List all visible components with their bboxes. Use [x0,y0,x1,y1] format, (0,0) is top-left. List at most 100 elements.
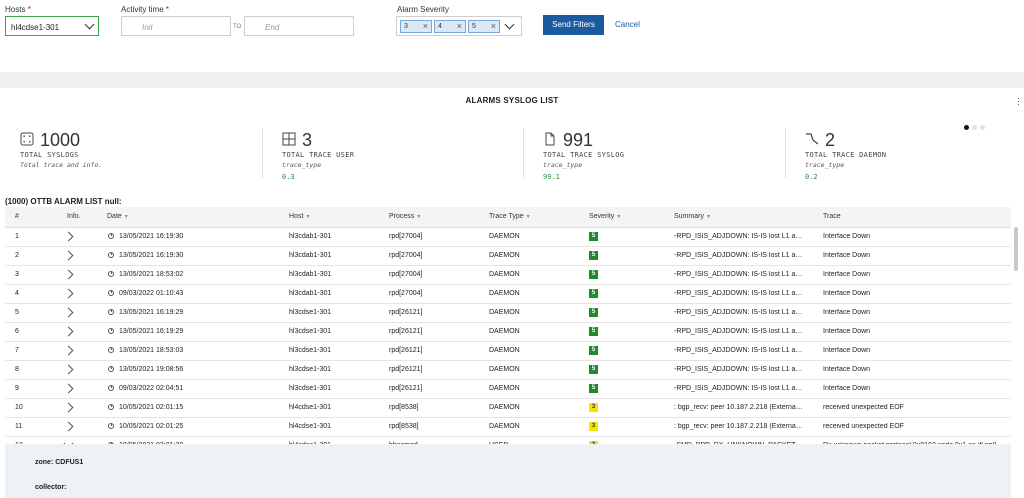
chevron-right-icon[interactable] [63,383,74,394]
column-header-host[interactable]: Host ▾ [289,213,310,220]
frame-icon [20,132,34,146]
cell-process: rpd[26121] [389,366,423,373]
table-row[interactable]: 5 13/05/2021 16:19:29 hl3cdse1-301 rpd[2612… [5,304,1011,323]
close-icon[interactable]: × [456,21,462,31]
chevron-right-icon[interactable] [63,307,74,318]
alarm-severity-select[interactable]: 3 × 4 × 5 × [396,16,522,36]
cell-num: 5 [15,309,19,316]
clock-icon [108,347,114,353]
cell-trace: Interface Down [823,271,871,278]
end-date-input[interactable]: End [244,16,354,36]
cell-process: rpd[27004] [389,290,423,297]
table-header: # Info. Date ▾ Host ▾ Process ▾ Trace Type ▾… [5,207,1011,228]
cell-trace-type: DAEMON [489,271,520,278]
chevron-right-icon[interactable] [63,250,74,261]
init-date-input[interactable]: Init [121,16,231,36]
cell-process: rpd[26121] [389,309,423,316]
cell-date: 13/05/2021 19:08:56 [119,366,184,373]
cell-trace-type: DAEMON [489,233,520,240]
chevron-right-icon[interactable] [63,326,74,337]
cell-process: rpd[27004] [389,252,423,259]
cell-host: hl3cdse1-301 [289,328,332,335]
severity-badge: 5 [589,308,598,317]
table-row[interactable]: 3 13/05/2021 18:53:02 hl3cdab1-301 rpd[2700… [5,266,1011,285]
cell-date: 13/05/2021 18:53:03 [119,347,184,354]
filter-bar: Hosts * hl4cdse1-301 Activity time * Ini… [0,0,1024,72]
close-icon[interactable]: × [490,21,496,31]
cell-host: hl4cdse1-301 [289,423,332,430]
clock-icon [108,423,114,429]
chevron-right-icon[interactable] [63,269,74,280]
stat-value: 991 [563,130,594,150]
detail-zone: zone: CDFUS1 [35,459,84,466]
kebab-menu-icon[interactable]: · · · [1017,93,1020,109]
cell-trace-type: DAEMON [489,404,520,411]
column-header-process[interactable]: Process ▾ [389,213,421,220]
clock-icon [108,404,114,410]
table-row[interactable]: 6 13/05/2021 16:19:29 hl3cdse1-301 rpd[2612… [5,323,1011,342]
severity-badge: 5 [589,289,598,298]
table-row[interactable]: 11 10/05/2021 02:01:25 hl4cdse1-301 rpd[853… [5,418,1011,437]
hosts-value: hl4cdse1-301 [11,23,60,32]
table-row[interactable]: 4 09/03/2022 01:10:43 hl3cdab1-301 rpd[2700… [5,285,1011,304]
severity-badge: 3 [589,403,598,412]
carousel-dot[interactable] [980,125,985,130]
table-row[interactable]: 8 13/05/2021 19:08:56 hl3cdse1-301 rpd[2612… [5,361,1011,380]
cell-num: 10 [15,404,23,411]
cell-trace-type: DAEMON [489,423,520,430]
chevron-right-icon[interactable] [63,231,74,242]
carousel-dot[interactable] [972,125,977,130]
column-header-summary[interactable]: Summary ▾ [674,213,710,220]
table-row[interactable]: 10 10/05/2021 02:01:15 hl4cdse1-301 rpd[853… [5,399,1011,418]
cell-trace: Interface Down [823,366,871,373]
hosts-select[interactable]: hl4cdse1-301 [5,16,99,36]
send-filters-button[interactable]: Send Filters [543,15,604,35]
stat-percent: 0.3 [282,173,295,181]
grid-icon [282,132,296,146]
chevron-right-icon[interactable] [63,402,74,413]
alarms-syslog-title: ALARMS SYSLOG LIST [465,96,559,105]
clock-icon [108,233,114,239]
detail-collector: collector: [35,484,67,491]
cell-num: 8 [15,366,19,373]
cancel-button[interactable]: Cancel [615,20,640,29]
table-row[interactable]: 9 09/03/2022 02:04:51 hl3cdse1-301 rpd[2612… [5,380,1011,399]
row-detail-panel: zone: CDFUS1 collector: [5,444,1011,498]
cell-summary: -RPD_ISIS_ADJDOWN: IS-IS lost L1 adjac..… [674,328,804,335]
table-row[interactable]: 7 13/05/2021 18:53:03 hl3cdse1-301 rpd[2612… [5,342,1011,361]
stat-percent: 99.1 [543,173,560,181]
cell-num: 7 [15,347,19,354]
chevron-right-icon[interactable] [63,288,74,299]
column-header-trace-type[interactable]: Trace Type ▾ [489,213,530,220]
divider-strip [0,72,1024,88]
stat-label: TOTAL TRACE USER [282,151,355,159]
column-header-date[interactable]: Date ▾ [107,213,128,220]
severity-chip[interactable]: 5 × [468,20,500,33]
chevron-right-icon[interactable] [63,364,74,375]
chevron-right-icon[interactable] [63,421,74,432]
scrollbar[interactable] [1014,227,1018,271]
cell-date: 13/05/2021 16:19:30 [119,252,184,259]
alarm-severity-label: Alarm Severity [397,5,450,14]
cell-trace: Interface Down [823,328,871,335]
close-icon[interactable]: × [422,21,428,31]
cell-process: rpd[26121] [389,385,423,392]
cell-host: hl3cdab1-301 [289,271,332,278]
cell-host: hl3cdab1-301 [289,290,332,297]
clock-icon [108,328,114,334]
column-header-severity[interactable]: Severity ▾ [589,213,621,220]
chevron-down-icon[interactable] [504,19,515,30]
table-row[interactable]: 1 13/05/2021 16:19:30 hl3cdab1-301 rpd[2700… [5,228,1011,247]
severity-chip[interactable]: 4 × [434,20,466,33]
table-row[interactable]: 2 13/05/2021 16:19:30 hl3cdab1-301 rpd[2700… [5,247,1011,266]
cell-process: rpd[27004] [389,271,423,278]
clock-icon [108,252,114,258]
severity-chip[interactable]: 3 × [400,20,432,33]
cell-summary: -RPD_ISIS_ADJDOWN: IS-IS lost L1 adjac..… [674,309,804,316]
carousel-dot[interactable] [964,125,969,130]
stat-subtitle: trace_type [805,161,845,169]
cell-process: rpd[8538] [389,404,419,411]
column-header-num: # [15,213,19,220]
cell-process: rpd[26121] [389,347,423,354]
chevron-right-icon[interactable] [63,345,74,356]
